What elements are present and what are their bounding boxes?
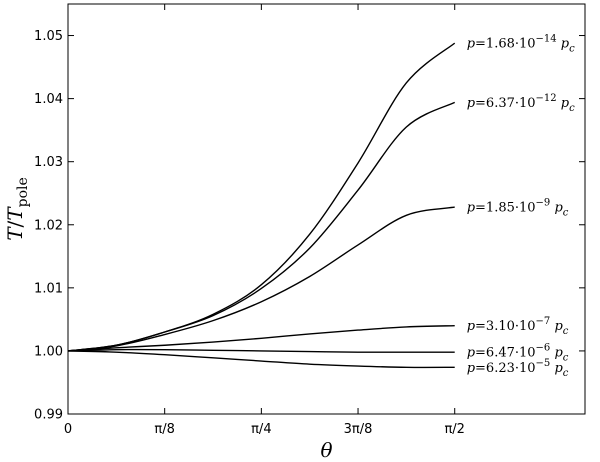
series-label: p=3.10·10−7 pc — [467, 316, 569, 337]
plot-frame — [67, 3, 586, 415]
series-line — [67, 42, 456, 352]
series-lines — [67, 42, 456, 369]
x-tick-label: π/4 — [251, 422, 271, 437]
y-axis-label-denominator: T — [3, 206, 27, 221]
y-axis-label-main: T — [3, 226, 27, 241]
series-labels: p=1.68·10−14 pc p=6.37·10−12 pc p=1.85·10−… — [467, 34, 575, 379]
series-line — [67, 350, 455, 369]
x-tick-label: π/8 — [154, 422, 174, 437]
y-tick-label: 1.00 — [34, 344, 63, 359]
y-tick-label: 1.03 — [34, 155, 63, 170]
y-axis-label-subscript: pole — [15, 177, 31, 207]
y-tick-label: 1.01 — [34, 281, 63, 296]
y-tick-label: 1.04 — [34, 92, 63, 107]
series-label: p=6.37·10−12 pc — [467, 93, 575, 114]
y-axis-label: T/Tpole — [3, 177, 31, 241]
series-line — [67, 206, 455, 352]
x-tick-label: 0 — [64, 422, 72, 437]
y-axis-label-slash: / — [3, 220, 27, 227]
y-tick-label: 0.99 — [34, 408, 63, 423]
series-line — [67, 101, 456, 352]
series-line — [67, 348, 455, 353]
y-tick-label: 1.05 — [34, 29, 63, 44]
x-tick-label: 3π/8 — [344, 422, 373, 437]
series-label: p=1.85·10−9 pc — [467, 198, 569, 219]
series-line — [67, 324, 455, 352]
svg-text:T/Tpole: T/Tpole — [3, 177, 31, 241]
x-axis-label: θ — [320, 438, 332, 462]
series-label: p=1.68·10−14 pc — [467, 34, 575, 55]
series-label: p=6.23·10−5 pc — [467, 358, 569, 379]
series-label: p=6.47·10−6 pc — [467, 343, 569, 364]
x-tick-label: π/2 — [444, 422, 464, 437]
y-tick-label: 1.02 — [34, 218, 63, 233]
